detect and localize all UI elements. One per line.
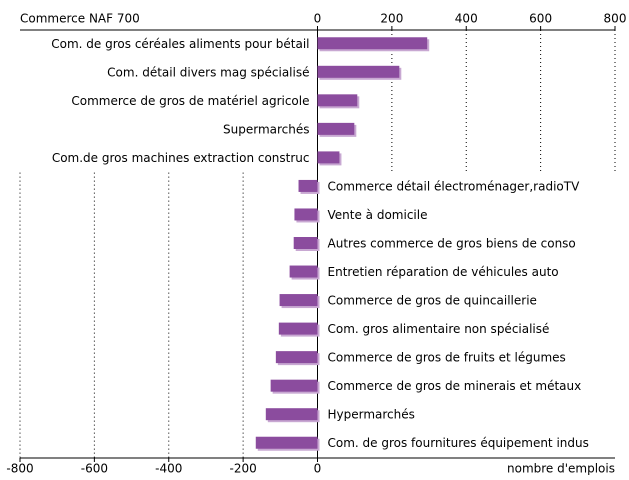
- x-tick-label-bottom: 0: [314, 462, 322, 476]
- category-label: Commerce de gros de quincaillerie: [328, 294, 537, 308]
- bar: [317, 151, 340, 164]
- x-tick-label-bottom: -800: [6, 462, 33, 476]
- bar: [317, 65, 400, 78]
- bar: [275, 351, 318, 364]
- bar: [278, 322, 318, 335]
- bar: [255, 436, 318, 449]
- x-tick-label-top: 800: [604, 12, 627, 26]
- category-label: Com. de gros fournitures équipement indu…: [328, 436, 589, 450]
- bar: [294, 208, 318, 221]
- x-tick-label-top: 200: [380, 12, 403, 26]
- x-tick-label-bottom: -600: [81, 462, 108, 476]
- category-label: Commerce de gros de matériel agricole: [71, 94, 309, 108]
- bar: [298, 179, 318, 192]
- x-tick-label-bottom: -200: [230, 462, 257, 476]
- x-tick-label-bottom: -400: [155, 462, 182, 476]
- category-label: Entretien réparation de véhicules auto: [328, 265, 559, 279]
- x-tick-label-top: 400: [455, 12, 478, 26]
- category-label: Com.de gros machines extraction construc: [52, 151, 310, 165]
- category-label: Autres commerce de gros biens de conso: [328, 237, 576, 251]
- chart-title: Commerce NAF 700: [20, 12, 140, 26]
- bar: [279, 294, 318, 307]
- category-label: Commerce de gros de minerais et métaux: [328, 379, 582, 393]
- x-tick-label-top: 600: [529, 12, 552, 26]
- bar: [293, 237, 318, 249]
- bar: [317, 122, 355, 135]
- bar: [289, 265, 318, 278]
- category-label: Supermarchés: [223, 122, 310, 136]
- category-label: Com. détail divers mag spécialisé: [107, 65, 309, 79]
- bar: [317, 94, 358, 107]
- x-tick-label-top: 0: [314, 12, 322, 26]
- bar: [270, 379, 318, 392]
- bar: [265, 408, 318, 421]
- category-label: Com. gros alimentaire non spécialisé: [328, 322, 550, 336]
- category-label: Commerce de gros de fruits et légumes: [328, 351, 566, 365]
- x-axis-label: nombre d'emplois: [507, 462, 615, 476]
- bar: [317, 37, 428, 50]
- category-label: Commerce détail électroménager,radioTV: [328, 179, 581, 193]
- category-label: Hypermarchés: [328, 408, 415, 422]
- category-label: Vente à domicile: [328, 208, 428, 222]
- category-label: Com. de gros céréales aliments pour béta…: [51, 37, 309, 51]
